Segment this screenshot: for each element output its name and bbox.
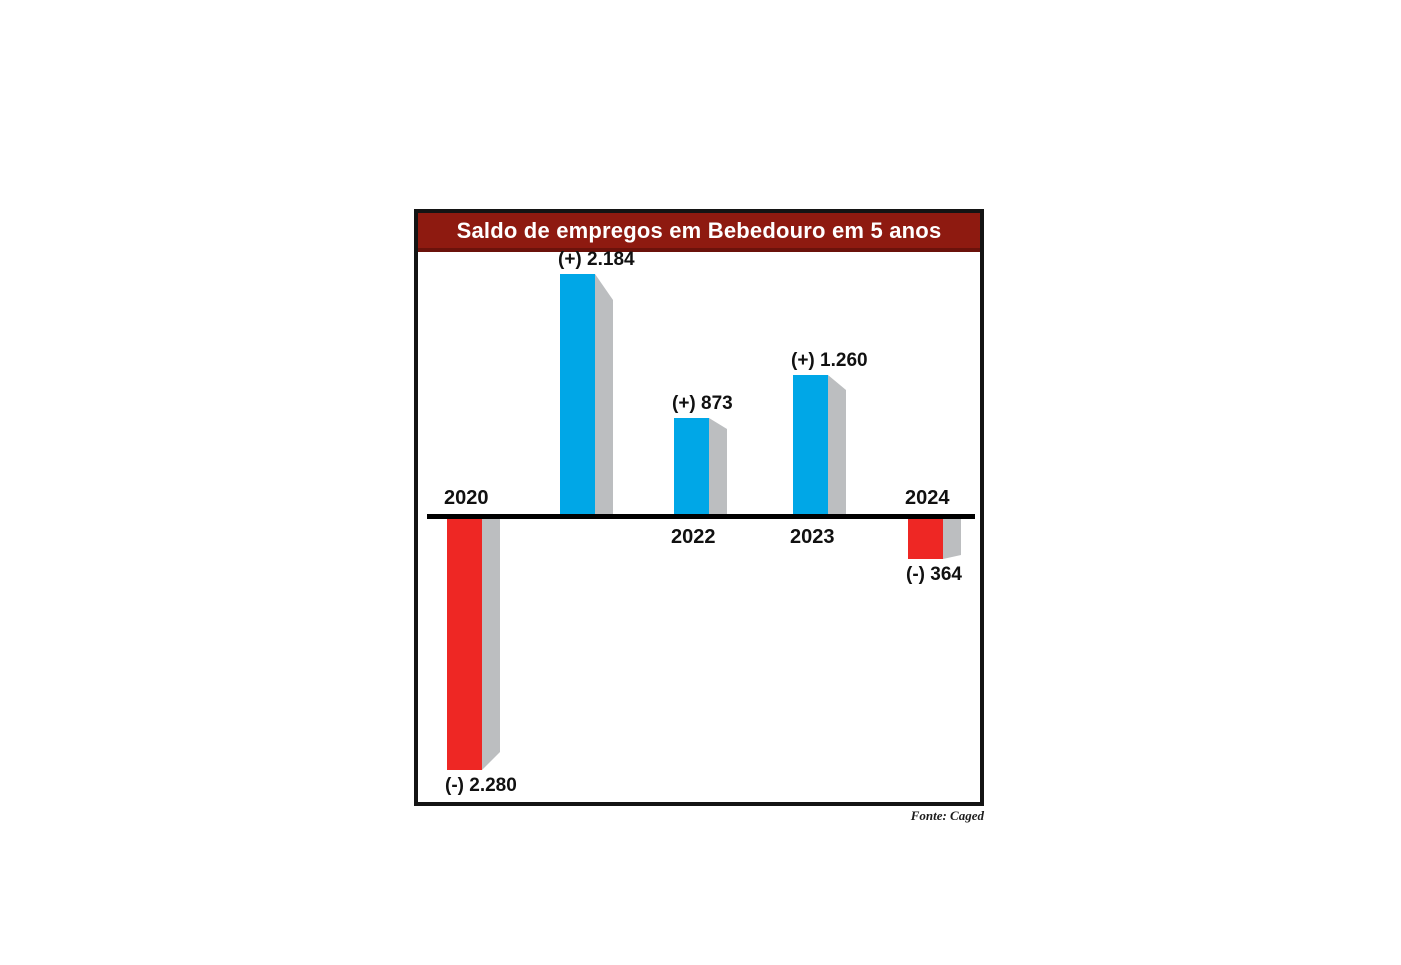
bar-year-label: 2023 (790, 526, 835, 548)
bar-side-shadow (943, 519, 961, 559)
bar-year-label: 2022 (671, 526, 716, 548)
bar-2024 (908, 519, 961, 559)
bar-2020 (447, 519, 500, 770)
bar-1 (560, 274, 613, 514)
chart-frame: Saldo de empregos em Bebedouro em 5 anos… (414, 209, 984, 806)
bar-value-label: (+) 1.260 (791, 350, 868, 371)
bar-side-shadow (709, 418, 727, 514)
bar-year-label: 2020 (444, 487, 489, 509)
x-axis-line (427, 514, 975, 519)
bar-face (674, 418, 709, 514)
bar-face (560, 274, 595, 514)
plot-area: (-) 2.280 2020 (+) 2.184 (+) 873 2022 (+) 1.2… (418, 249, 980, 802)
bar-value-label: (+) 873 (672, 393, 733, 414)
bar-face (447, 519, 482, 770)
bar-value-label: (+) 2.184 (558, 249, 635, 270)
bar-2023 (793, 375, 846, 514)
bar-value-label: (-) 364 (906, 564, 962, 585)
bar-face (908, 519, 943, 559)
chart-title-bar: Saldo de empregos em Bebedouro em 5 anos (418, 213, 980, 252)
bar-face (793, 375, 828, 514)
bar-side-shadow (828, 375, 846, 514)
bar-side-shadow (482, 519, 500, 770)
source-caption: Fonte: Caged (910, 808, 984, 823)
bar-year-label: 2024 (905, 487, 950, 509)
bar-value-label: (-) 2.280 (445, 775, 517, 796)
chart-title: Saldo de empregos em Bebedouro em 5 anos (456, 217, 942, 243)
bar-2022 (674, 418, 727, 514)
bar-side-shadow (595, 274, 613, 514)
